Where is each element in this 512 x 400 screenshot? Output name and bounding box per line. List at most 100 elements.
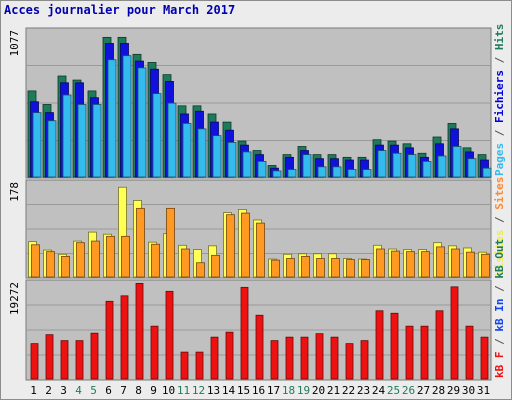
- bottom-bar-day-5-series-1: [90, 332, 99, 380]
- x-tick-label-2: 2: [45, 384, 52, 397]
- top-bar-day-14-series-3: [227, 142, 237, 178]
- x-tick-label-5: 5: [90, 384, 97, 397]
- middle-axis-title-part-3: Sites: [493, 177, 506, 210]
- x-tick-label-25: 25: [387, 384, 400, 397]
- top-axis-title-part-5: Hits: [493, 24, 506, 51]
- top-bar-day-18-series-3: [287, 169, 297, 178]
- top-bar-day-13-series-3: [212, 135, 222, 178]
- x-tick-label-26: 26: [402, 384, 415, 397]
- x-tick-label-8: 8: [135, 384, 142, 397]
- top-bar-day-24-series-3: [377, 150, 387, 178]
- x-tick-label-3: 3: [60, 384, 67, 397]
- middle-bar-day-14-series-2: [226, 214, 235, 278]
- bottom-bar-day-6-series-1: [105, 300, 114, 380]
- middle-bar-day-24-series-2: [376, 248, 385, 278]
- top-bar-day-8-series-3: [137, 67, 147, 178]
- middle-bar-day-21-series-2: [331, 258, 340, 278]
- bottom-bar-day-19-series-1: [300, 336, 309, 380]
- x-axis-labels: 1 2 3 4 5 6 7 8 9 10 11 12 13 14 15 16 17 18 19 20 21 22 23 24 2…: [30, 384, 490, 397]
- middle-bar-day-28-series-2: [436, 246, 445, 278]
- middle-bar-day-3-series-2: [61, 255, 70, 278]
- middle-bar-day-10-series-2: [166, 207, 175, 278]
- bottom-bar-day-8-series-1: [135, 282, 144, 380]
- bottom-bar-day-22-series-1: [345, 343, 354, 380]
- top-bar-day-26-series-3: [407, 154, 417, 178]
- chart-title: Acces journalier pour March 2017: [4, 3, 236, 17]
- bottom-bar-day-3-series-1: [60, 340, 69, 380]
- middle-bar-day-9-series-2: [151, 243, 160, 278]
- bottom-bar-day-7-series-1: [120, 295, 129, 380]
- bottom-bar-day-23-series-1: [360, 340, 369, 380]
- x-tick-label-7: 7: [120, 384, 127, 397]
- bottom-bar-day-12-series-1: [195, 351, 204, 380]
- top-bar-day-30-series-3: [467, 158, 477, 178]
- top-panel: 1077 Pages / Fichiers / Hits: [8, 24, 506, 179]
- middle-axis-title: Visites / Sites: [493, 177, 506, 276]
- middle-bar-day-4-series-2: [76, 242, 85, 278]
- top-bar-day-25-series-3: [392, 152, 402, 178]
- x-tick-label-27: 27: [417, 384, 430, 397]
- top-bar-day-29-series-3: [452, 146, 462, 178]
- bottom-axis-title-part-1: kB F: [493, 352, 506, 379]
- middle-axis-title-part-1: Visites: [493, 230, 506, 276]
- bottom-axis-title-part-4: /: [493, 279, 506, 299]
- bottom-bar-day-20-series-1: [315, 333, 324, 380]
- middle-bar-day-31-series-2: [481, 253, 490, 278]
- top-bar-day-23-series-3: [362, 169, 372, 178]
- top-bar-day-21-series-3: [332, 166, 342, 178]
- x-tick-label-30: 30: [462, 384, 475, 397]
- middle-bar-day-27-series-2: [421, 251, 430, 278]
- x-tick-label-17: 17: [267, 384, 280, 397]
- x-tick-label-18: 18: [282, 384, 295, 397]
- x-tick-label-24: 24: [372, 384, 386, 397]
- x-tick-label-12: 12: [192, 384, 205, 397]
- middle-panel: 178 Visites / Sites: [8, 177, 506, 279]
- bottom-bar-day-13-series-1: [210, 336, 219, 380]
- top-bar-day-20-series-3: [317, 166, 327, 178]
- x-tick-label-10: 10: [162, 384, 175, 397]
- top-bar-day-27-series-3: [422, 161, 432, 178]
- middle-bar-day-12-series-2: [196, 262, 205, 278]
- top-bar-day-28-series-3: [437, 155, 447, 178]
- top-bar-day-17-series-3: [272, 170, 282, 178]
- top-bar-day-6-series-3: [107, 59, 117, 178]
- bottom-bar-day-1-series-1: [30, 343, 39, 380]
- x-tick-label-9: 9: [150, 384, 157, 397]
- bottom-bar-day-25-series-1: [390, 312, 399, 380]
- bottom-bar-day-4-series-1: [75, 340, 84, 380]
- bottom-bar-day-18-series-1: [285, 336, 294, 380]
- x-tick-label-15: 15: [237, 384, 250, 397]
- middle-bar-day-6-series-2: [106, 235, 115, 278]
- middle-bar-day-29-series-2: [451, 248, 460, 278]
- middle-bar-day-15-series-2: [241, 212, 250, 278]
- bottom-bar-day-29-series-1: [450, 286, 459, 380]
- bottom-bar-day-9-series-1: [150, 325, 159, 380]
- middle-bar-day-17-series-2: [271, 259, 280, 278]
- x-tick-label-6: 6: [105, 384, 112, 397]
- bottom-bar-day-21-series-1: [330, 336, 339, 380]
- bottom-bar-day-15-series-1: [240, 286, 249, 380]
- top-bar-day-16-series-3: [257, 161, 267, 178]
- top-bar-day-22-series-3: [347, 169, 357, 178]
- middle-bar-day-22-series-2: [346, 259, 355, 278]
- top-bar-day-12-series-3: [197, 128, 207, 178]
- x-tick-label-22: 22: [342, 384, 355, 397]
- bottom-axis-title-part-2: /: [493, 332, 506, 352]
- middle-bar-day-2-series-2: [46, 251, 55, 278]
- top-bar-day-19-series-3: [302, 154, 312, 178]
- x-tick-label-14: 14: [222, 384, 236, 397]
- top-y-tick-label: 1077: [8, 30, 21, 57]
- x-tick-label-31: 31: [477, 384, 490, 397]
- top-bar-day-10-series-3: [167, 102, 177, 178]
- bottom-bar-day-11-series-1: [180, 351, 189, 380]
- x-tick-label-13: 13: [207, 384, 220, 397]
- bottom-bar-day-30-series-1: [465, 325, 474, 380]
- bottom-bar-day-2-series-1: [45, 334, 54, 380]
- middle-bar-day-23-series-2: [361, 259, 370, 278]
- middle-bar-day-30-series-2: [466, 251, 475, 278]
- middle-bar-day-26-series-2: [406, 251, 415, 278]
- x-tick-label-11: 11: [177, 384, 190, 397]
- x-tick-label-1: 1: [30, 384, 37, 397]
- x-tick-label-29: 29: [447, 384, 460, 397]
